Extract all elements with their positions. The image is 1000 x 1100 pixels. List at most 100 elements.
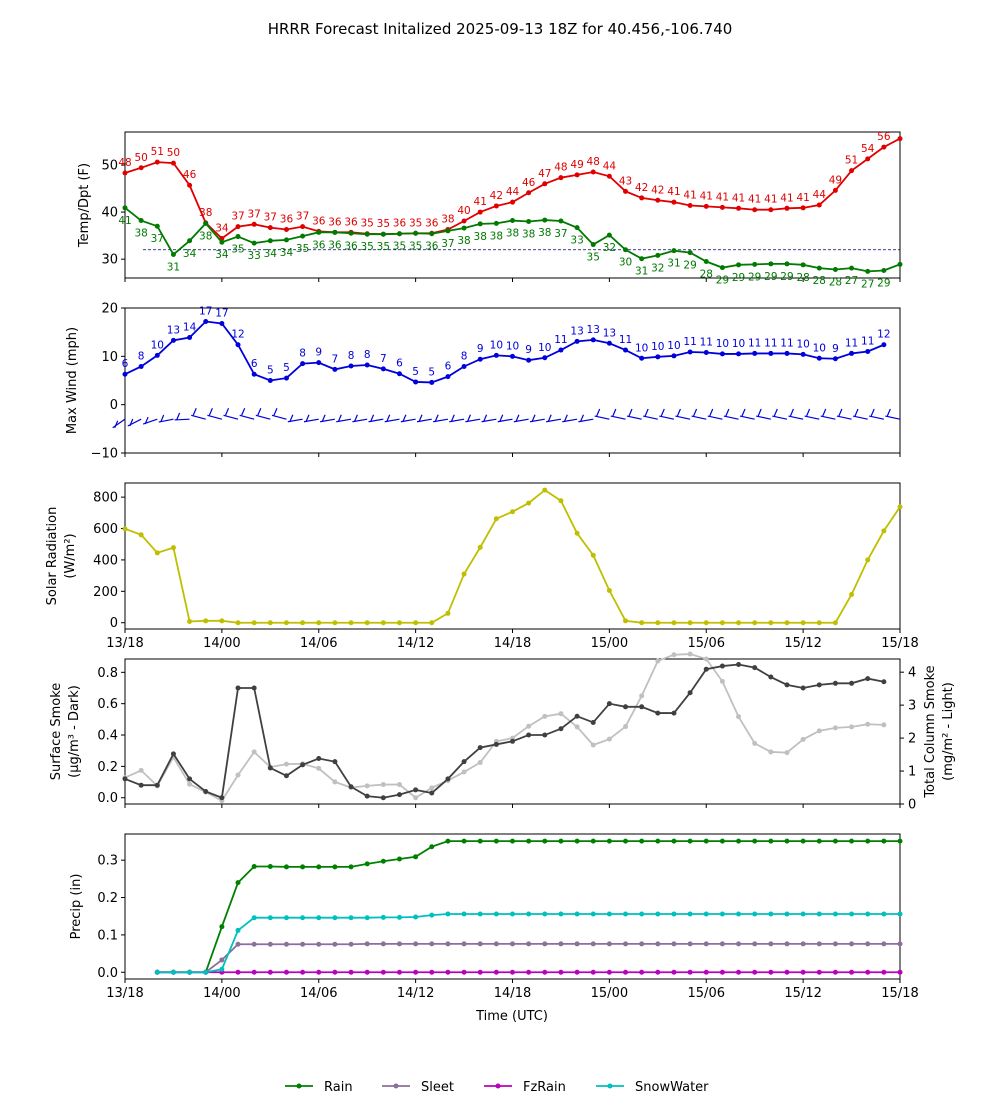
snowwater-point <box>413 914 419 920</box>
temperature-data-label: 38 <box>441 213 454 225</box>
dewpoint-point <box>316 229 322 235</box>
dewpoint-point <box>283 237 289 243</box>
y-axis-label: Surface Smoke (μg/m³ - Dark) <box>49 683 82 781</box>
temperature-data-label: 50 <box>134 152 147 164</box>
max-wind-point <box>493 352 499 358</box>
temperature-data-label: 37 <box>296 211 309 223</box>
surface-smoke-point <box>348 784 354 790</box>
snowwater-point <box>283 915 289 921</box>
snowwater-point <box>477 911 483 917</box>
temperature-point <box>477 209 483 215</box>
surface-smoke-point <box>251 685 257 691</box>
wind-barb-flag <box>337 414 342 423</box>
rain-point <box>429 844 435 850</box>
surface-smoke-point <box>267 765 273 771</box>
wind-barbs <box>112 408 901 429</box>
sleet-point <box>752 941 758 947</box>
snowwater-point <box>203 969 209 975</box>
rain-point <box>703 838 709 844</box>
wind-barb-flag <box>353 414 358 423</box>
fzrain-point <box>639 969 645 975</box>
x-tick-label: 14/12 <box>397 636 434 651</box>
rain-point <box>332 864 338 870</box>
max-wind-data-label: 5 <box>283 362 290 374</box>
wind-barb-flag <box>789 408 795 417</box>
rain-point <box>493 838 499 844</box>
wind-barb-flag <box>854 408 859 417</box>
rain-point <box>316 864 322 870</box>
wind-barb <box>707 415 723 420</box>
wind-barb-flag <box>224 408 230 416</box>
snowwater-point <box>865 911 871 917</box>
sleet-point <box>574 941 580 947</box>
x-tick-label: 15/12 <box>784 636 821 651</box>
x-tick-label: 14/00 <box>203 636 240 651</box>
temperature-data-label: 41 <box>700 190 713 202</box>
dewpoint-point <box>865 268 871 274</box>
fzrain-point <box>784 969 790 975</box>
max-wind-data-label: 10 <box>667 340 680 352</box>
dewpoint-point <box>251 240 257 246</box>
solar-radiation-point <box>590 552 596 558</box>
snowwater-point <box>639 911 645 917</box>
fzrain-point <box>348 969 354 975</box>
rain-point <box>445 838 451 844</box>
rain-point <box>671 838 677 844</box>
fzrain-point <box>396 969 402 975</box>
rain-point <box>849 838 855 844</box>
rain-point <box>736 838 742 844</box>
dewpoint-data-label: 35 <box>231 244 244 256</box>
surface-smoke-point <box>170 751 176 757</box>
solar-radiation-point <box>396 620 402 626</box>
dewpoint-point <box>574 225 580 231</box>
fzrain-point <box>493 969 499 975</box>
wind-barb-flag <box>450 414 455 423</box>
max-wind-data-label: 14 <box>183 321 197 333</box>
surface-smoke-point <box>752 665 758 671</box>
rain-point <box>639 838 645 844</box>
solar-radiation-point <box>493 516 499 522</box>
total-column-smoke-point <box>461 769 467 775</box>
solar-radiation-point <box>332 620 338 626</box>
y-tick-label: 10 <box>101 350 118 365</box>
temperature-data-label: 47 <box>538 168 551 180</box>
legend-label: Rain <box>324 1080 353 1095</box>
max-wind-line <box>124 320 885 384</box>
wind-barb <box>739 415 755 420</box>
precip-legend: Rain Sleet FzRain SnowWater <box>285 1080 709 1095</box>
solar-radiation-point <box>865 557 871 563</box>
snowwater-point <box>461 911 467 917</box>
dewpoint-point <box>348 230 354 236</box>
plot-frame <box>124 833 901 980</box>
legend-marker <box>495 1083 501 1089</box>
temperature-point <box>752 207 758 213</box>
x-tick-label: 14/18 <box>494 636 531 651</box>
wind-barb <box>852 415 868 420</box>
dewpoint-point <box>671 248 677 254</box>
max-wind-data-label: 13 <box>167 324 180 336</box>
dewpoint-point <box>332 229 338 235</box>
sleet-point <box>590 941 596 947</box>
temperature-point <box>558 175 564 181</box>
wind-barb-flag <box>434 414 439 423</box>
sleet-point <box>736 941 742 947</box>
max-wind-data-label: 8 <box>364 349 371 361</box>
dewpoint-point <box>235 234 241 240</box>
max-wind-point <box>752 350 758 356</box>
surface-smoke-point <box>203 788 209 794</box>
rain-point <box>816 838 822 844</box>
temperature-data-label: 41 <box>716 191 729 203</box>
max-wind-point <box>332 366 338 372</box>
solar-radiation-point <box>300 620 306 626</box>
surface-smoke-point <box>413 787 419 793</box>
wind-barb-flag <box>870 408 875 417</box>
dewpoint-data-label: 38 <box>134 228 147 240</box>
total-column-smoke-point <box>396 782 402 788</box>
max-wind-point <box>364 362 370 368</box>
dewpoint-point <box>542 217 548 223</box>
dewpoint-data-label: 35 <box>409 240 422 252</box>
wind-barb <box>820 415 836 420</box>
rain-point <box>800 838 806 844</box>
max-wind-point <box>396 371 402 377</box>
dewpoint-point <box>736 262 742 268</box>
